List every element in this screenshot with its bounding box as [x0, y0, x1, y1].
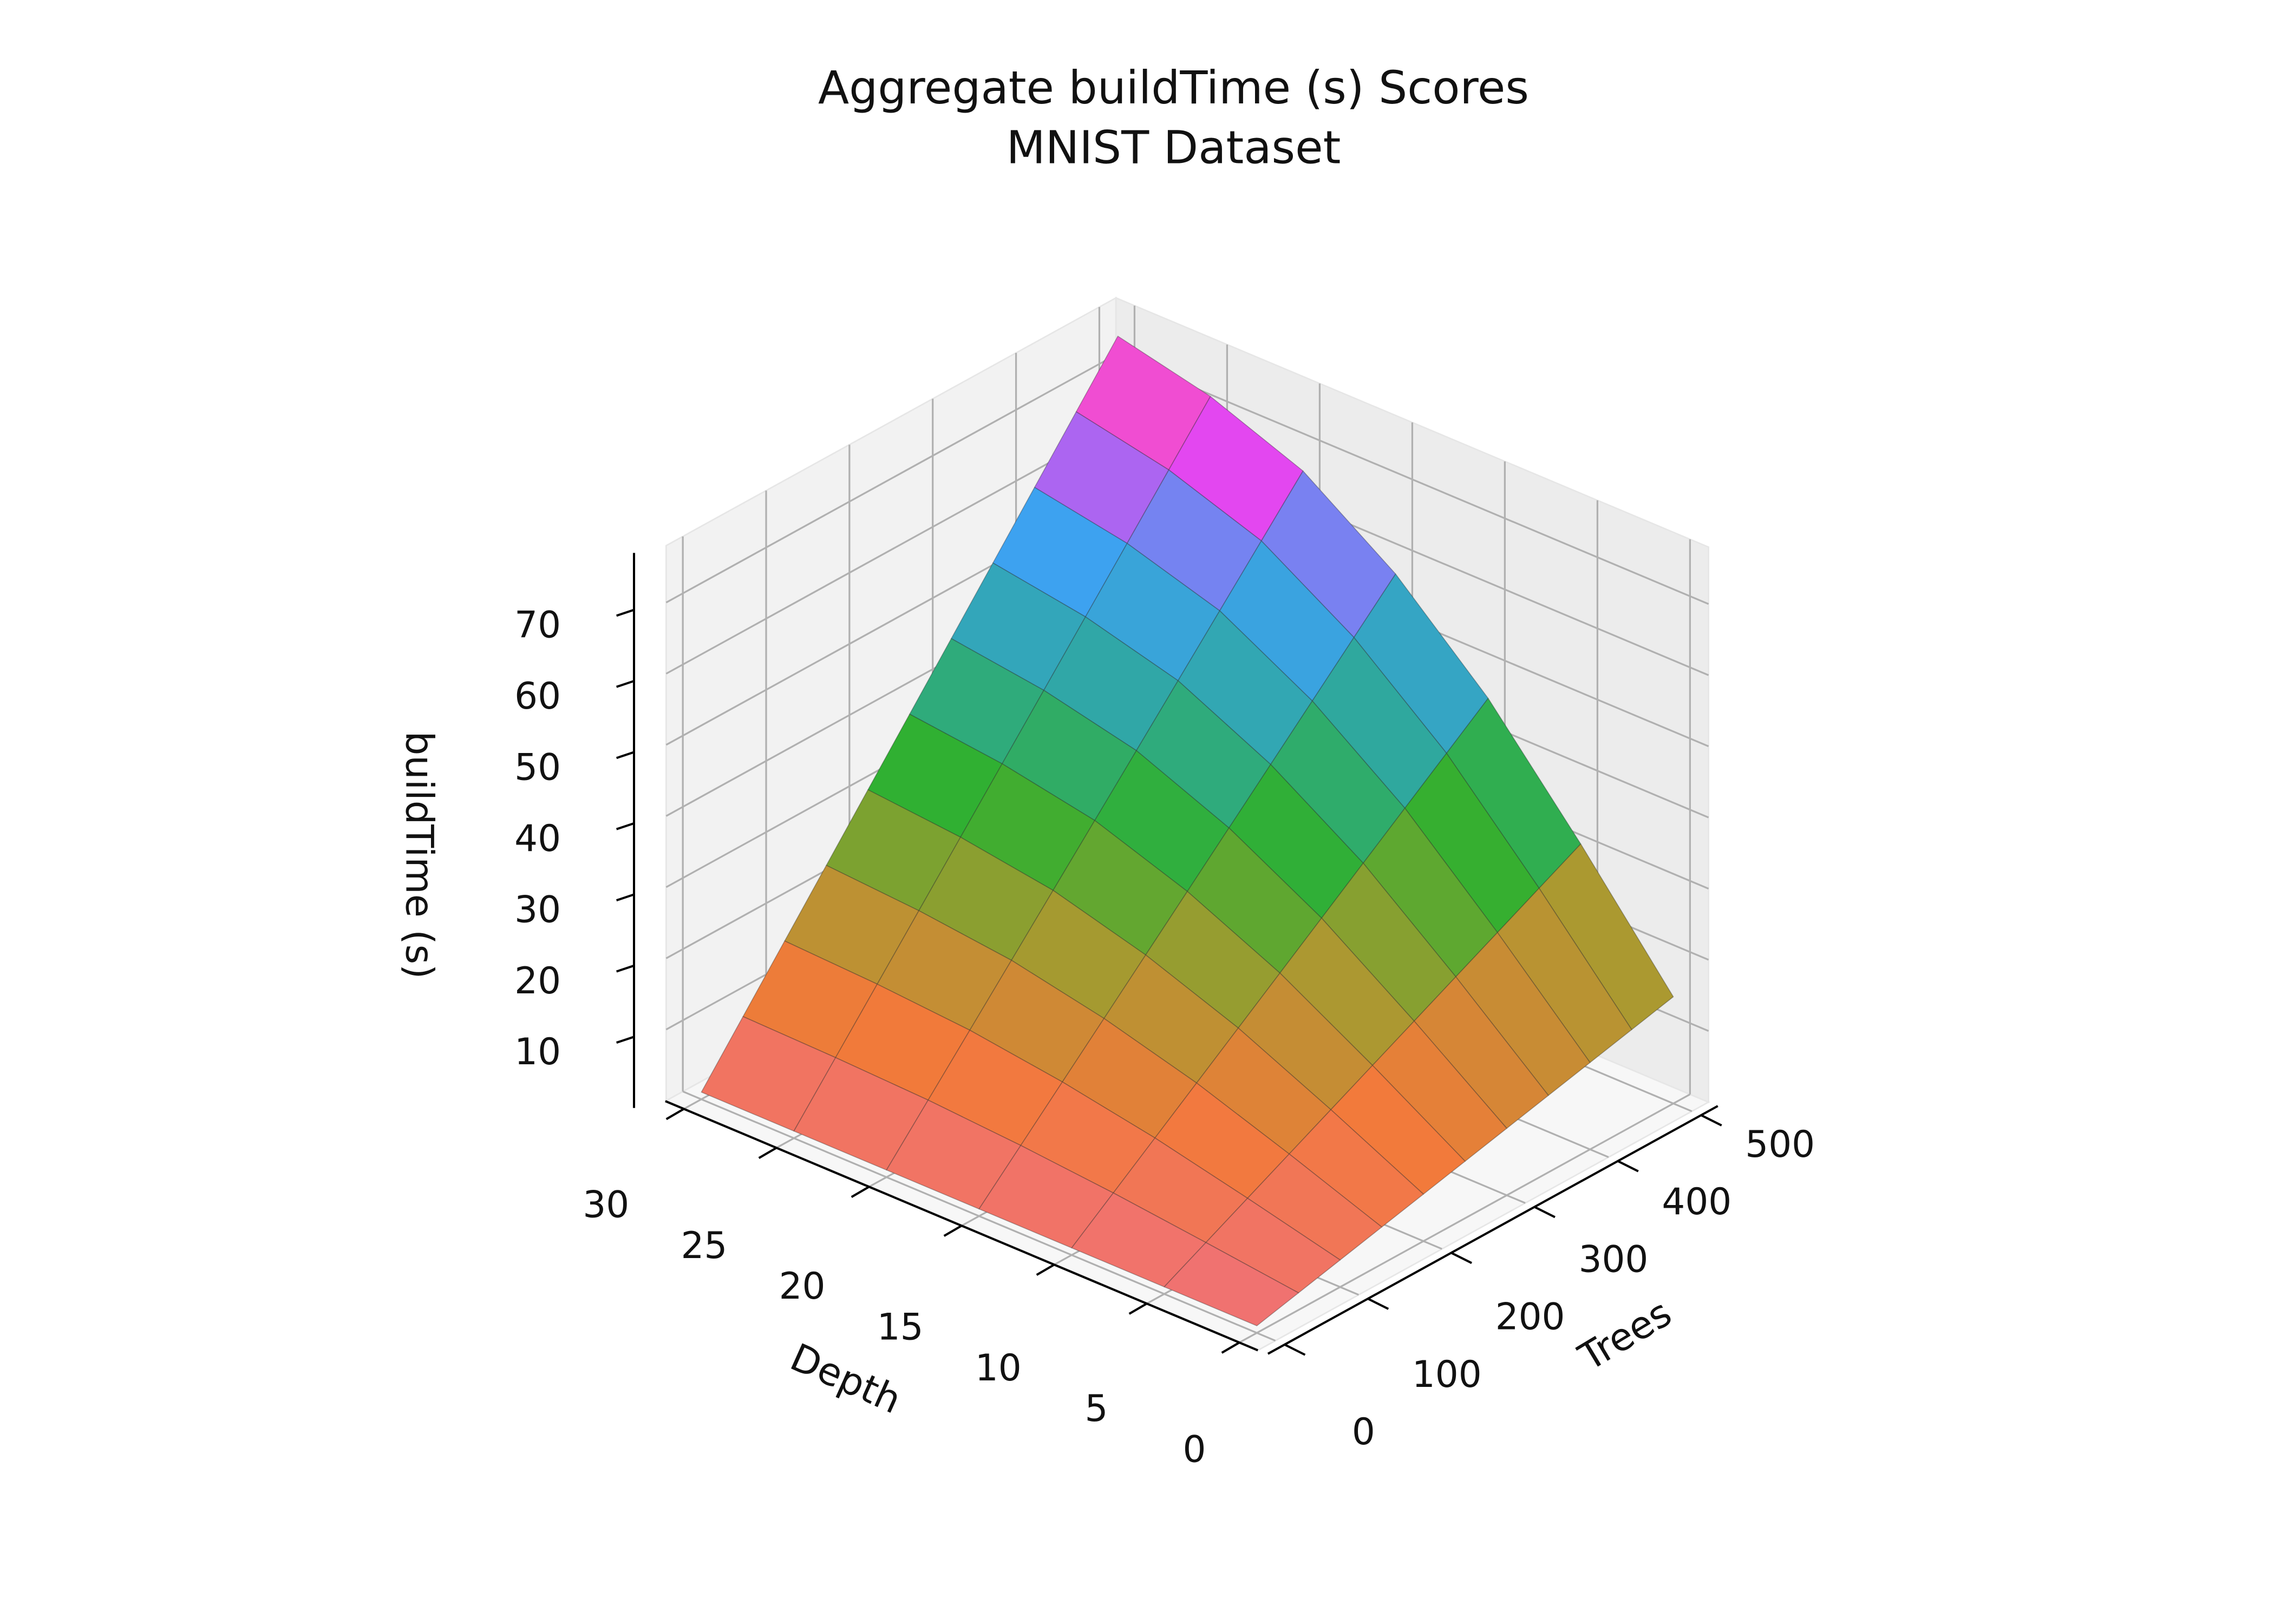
y-tick — [1221, 1341, 1240, 1354]
surface — [701, 336, 1674, 1326]
surface-facet — [1538, 843, 1674, 1030]
surface-facet — [1205, 1197, 1341, 1294]
surface-facet — [867, 713, 1003, 838]
x-tick-label: 100 — [1412, 1353, 1482, 1396]
x-axis-line — [1267, 1105, 1718, 1355]
x-tick — [1450, 1252, 1473, 1265]
y-tick — [1036, 1263, 1055, 1276]
z-tick-label: 20 — [514, 959, 561, 1002]
x-tick — [1701, 1114, 1722, 1127]
z-tick-label: 60 — [514, 675, 561, 717]
surface-facet — [1330, 1065, 1466, 1195]
surface-facet — [793, 1057, 929, 1171]
surface-facet — [1260, 470, 1396, 638]
y-tick-label: 15 — [877, 1305, 924, 1348]
surface-facet — [1164, 1242, 1299, 1326]
x-tick-label: 500 — [1745, 1123, 1815, 1165]
z-tick — [616, 822, 635, 830]
chart-subtitle: MNIST Dataset — [1007, 121, 1341, 174]
x-axis-title: Trees — [1571, 1291, 1679, 1380]
z-axis-title: buildTime (s) — [397, 731, 441, 979]
z-tick — [616, 680, 635, 688]
z-tick-label: 50 — [514, 745, 561, 788]
x-tick — [1284, 1344, 1306, 1356]
y-tick-label: 0 — [1183, 1427, 1206, 1470]
x-tick-label: 200 — [1495, 1295, 1565, 1338]
grid-line — [665, 353, 1116, 604]
chart-title: Aggregate buildTime (s) Scores — [818, 61, 1529, 114]
y-tick — [665, 1108, 685, 1121]
y-tick-label: 20 — [779, 1265, 826, 1307]
grid-line — [1115, 353, 1709, 605]
x-tick-label: 300 — [1579, 1237, 1649, 1280]
grid-line — [665, 425, 1116, 675]
x-tick-label: 0 — [1352, 1410, 1375, 1453]
y-tick — [943, 1224, 963, 1237]
z-tick — [616, 608, 635, 617]
z-tick — [616, 964, 635, 973]
x-tick-label: 400 — [1662, 1180, 1731, 1223]
y-tick-label: 25 — [681, 1224, 728, 1267]
z-tick — [616, 893, 635, 902]
surface-facet — [784, 865, 919, 985]
surface-facet — [1497, 888, 1632, 1063]
grid-line — [1239, 1093, 1691, 1343]
surface-facet — [701, 1016, 837, 1132]
x-tick — [1534, 1206, 1556, 1219]
z-tick-label: 10 — [514, 1030, 561, 1073]
y-tick — [851, 1186, 870, 1198]
z-tick — [616, 751, 635, 759]
z-tick-label: 70 — [514, 603, 561, 646]
z-tick-label: 30 — [514, 888, 561, 931]
y-tick — [758, 1147, 777, 1160]
x-tick — [1367, 1298, 1389, 1310]
z-tick — [616, 1036, 635, 1044]
y-tick-label: 10 — [975, 1346, 1022, 1389]
y-tick-label: 5 — [1084, 1387, 1108, 1430]
axes: 0 100 200 300 400 500 0 5 10 15 20 25 30 10 20 30 40 50 60… — [514, 553, 1815, 1470]
y-tick — [1128, 1302, 1148, 1315]
y-tick-label: 30 — [583, 1183, 629, 1226]
x-tick — [1617, 1160, 1639, 1173]
z-tick-label: 40 — [514, 817, 561, 860]
